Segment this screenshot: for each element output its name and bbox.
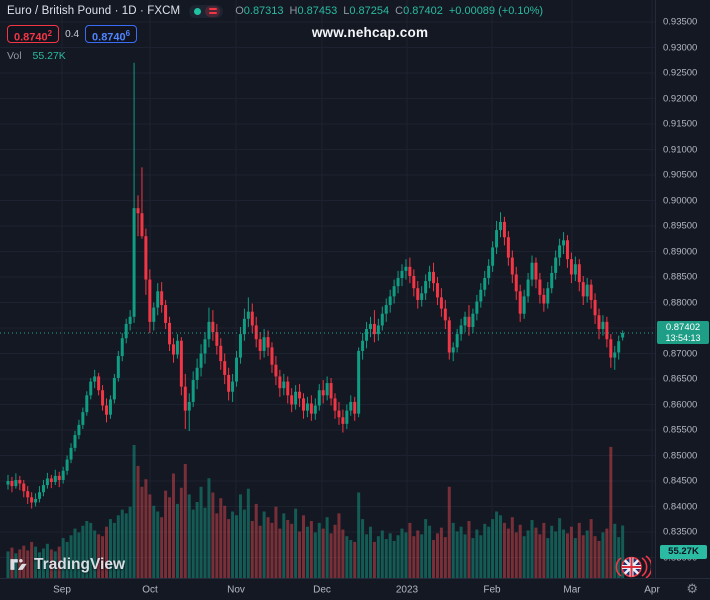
high-value: 0.87453	[297, 5, 338, 17]
time-tick-label: Feb	[483, 584, 501, 596]
price-tick-label: 0.85500	[663, 424, 698, 436]
price-tick-label: 0.91000	[663, 144, 698, 155]
time-tick-label: Sep	[53, 584, 71, 596]
price-tick-label: 0.86000	[663, 399, 698, 410]
price-axis[interactable]: 0.830000.835000.840000.845000.850000.855…	[655, 0, 710, 578]
tradingview-logo[interactable]: TradingView	[9, 555, 125, 574]
volume-axis-badge: 55.27K	[660, 545, 707, 559]
price-tick-label: 0.93500	[663, 16, 698, 28]
last-price-value: 0.87402	[665, 322, 701, 334]
price-tick-label: 0.89500	[663, 220, 698, 232]
volume-label: Vol	[7, 50, 22, 62]
chart-canvas[interactable]	[0, 0, 655, 578]
market-open-dot-icon	[194, 7, 202, 15]
low-value: 0.87254	[349, 5, 390, 17]
price-tick-label: 0.89000	[663, 246, 698, 257]
price-tick-label: 0.92500	[663, 67, 698, 79]
market-status-pill[interactable]	[189, 4, 224, 18]
change-value: +0.00089 (+0.10%)	[448, 5, 544, 17]
open-label: O	[235, 5, 244, 17]
time-tick-label: Oct	[142, 584, 158, 596]
time-axis[interactable]: ⚙ Sep Oct Nov Dec 2023 Feb Mar Apr	[0, 578, 710, 600]
open-value: 0.87313	[243, 5, 284, 17]
price-tick-label: 0.93000	[663, 42, 698, 53]
price-tick-label: 0.90500	[663, 169, 698, 181]
time-tick-label: Apr	[644, 584, 660, 596]
price-tick-label: 0.90000	[663, 195, 698, 206]
chart-legend: Euro / British Pound · 1D · FXCM O0.8731…	[7, 4, 549, 62]
symbol-title[interactable]: Euro / British Pound · 1D · FXCM	[7, 5, 181, 17]
price-tick-label: 0.84500	[663, 475, 698, 487]
price-tick-label: 0.88500	[663, 271, 698, 283]
time-tick-label: 2023	[395, 584, 419, 596]
watermark-text: www.nehcap.com	[311, 25, 429, 40]
time-tick-label: Dec	[313, 584, 331, 596]
last-price-badge: 0.87402 13:54:13	[657, 321, 709, 345]
price-tick-label: 0.86500	[663, 373, 698, 385]
close-value: 0.87402	[403, 5, 443, 17]
ohlc-readout: O0.87313 H0.87453 L0.87254 C0.87402 +0.00089…	[235, 5, 549, 17]
close-label: C	[395, 5, 404, 17]
gbp-flag-broadcast-icon	[615, 553, 653, 586]
spread-value: 0.4	[65, 28, 80, 40]
price-tick-label: 0.92000	[663, 93, 698, 104]
tradingview-logo-icon	[10, 559, 27, 570]
data-alert-icon	[205, 5, 221, 17]
time-tick-label: Nov	[227, 584, 245, 596]
volume-value: 55.27K	[32, 50, 66, 62]
price-tick-label: 0.85000	[663, 450, 698, 461]
price-tick-label: 0.88000	[663, 297, 698, 308]
price-tick-label: 0.91500	[663, 118, 698, 130]
gear-icon[interactable]: ⚙	[686, 582, 698, 597]
time-tick-label: Mar	[563, 584, 581, 596]
buy-ask-button[interactable]: 0.87406	[85, 25, 138, 44]
price-tick-label: 0.87000	[663, 348, 698, 359]
high-label: H	[289, 5, 298, 17]
low-label: L	[343, 5, 350, 17]
price-tick-label: 0.84000	[663, 501, 698, 512]
bar-countdown: 13:54:13	[665, 333, 701, 344]
volume-readout: Vol 55.27K	[7, 50, 549, 62]
tradingview-logo-text: TradingView	[34, 555, 126, 573]
price-tick-label: 0.83500	[663, 526, 698, 538]
sell-bid-button[interactable]: 0.87402	[7, 25, 60, 44]
